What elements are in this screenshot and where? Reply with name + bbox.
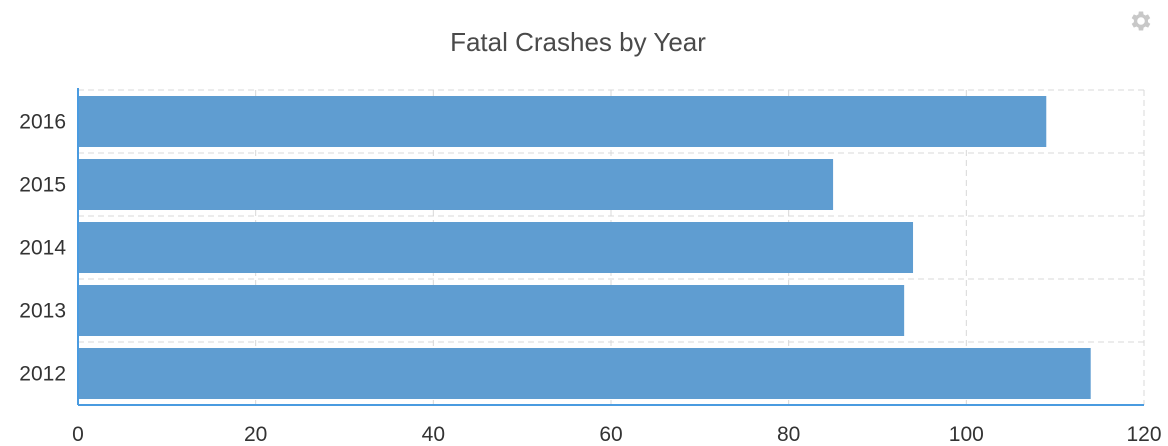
x-tick-label: 0	[72, 423, 84, 446]
y-axis-tick-labels: 2016 2015 2014 2013 2012	[19, 111, 66, 386]
bar-2016[interactable]	[78, 96, 1047, 147]
y-tick-label: 2015	[19, 174, 66, 197]
gear-icon[interactable]	[1128, 8, 1154, 34]
y-tick-label: 2013	[19, 300, 66, 323]
x-tick-label: 80	[777, 423, 800, 446]
bar-2012[interactable]	[78, 348, 1091, 399]
x-tick-label: 100	[949, 423, 984, 446]
chart-title: Fatal Crashes by Year	[450, 27, 706, 57]
x-axis-tick-labels: 0 20 40 60 80 100 120	[72, 423, 1161, 446]
bar-2014[interactable]	[78, 222, 914, 273]
x-tick-label: 120	[1126, 423, 1161, 446]
bar-2015[interactable]	[78, 159, 834, 210]
x-tick-label: 60	[599, 423, 622, 446]
bars	[78, 96, 1091, 399]
x-tick-label: 40	[422, 423, 445, 446]
x-tick-label: 20	[244, 423, 267, 446]
y-tick-label: 2014	[19, 237, 66, 260]
y-tick-label: 2016	[19, 111, 66, 134]
axes	[77, 88, 1144, 406]
bar-2013[interactable]	[78, 285, 905, 336]
y-tick-label: 2012	[19, 363, 66, 386]
